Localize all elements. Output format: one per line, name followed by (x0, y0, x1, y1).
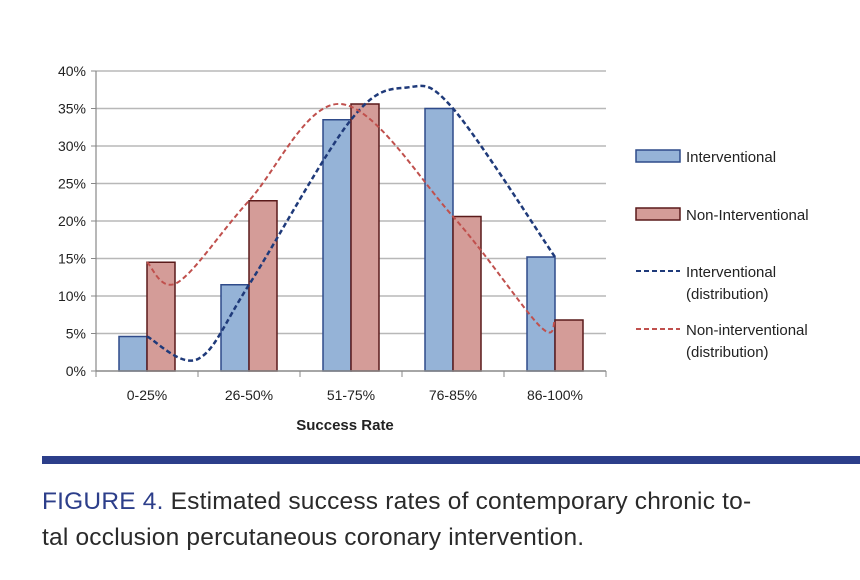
legend-label: (distribution) (686, 344, 769, 361)
bar-non-interventional (146, 261, 176, 372)
x-axis-label: Success Rate (296, 417, 394, 434)
y-tick-label: 35% (58, 101, 86, 117)
y-tick-label: 5% (66, 326, 86, 342)
legend-label: Interventional (686, 264, 776, 281)
figure-label: FIGURE 4. (42, 488, 164, 515)
chart: 0% 5% 10% 15% 20% 25% 30% 35% 40% 0-25% 26-50% 51-7… (58, 63, 809, 434)
bar-interventional (220, 284, 250, 372)
bar-non-interventional (554, 319, 584, 372)
caption-line-2: tal occlusion percutaneous coronary inte… (42, 524, 585, 551)
y-tick-label: 0% (66, 363, 86, 379)
x-tick-label: 76-85% (429, 387, 477, 403)
caption-line-1: Estimated success rates of contemporary … (163, 488, 752, 515)
y-tick-label: 25% (58, 176, 86, 192)
x-tick-label: 86-100% (527, 387, 583, 403)
y-tick-label: 15% (58, 251, 86, 267)
legend-label: Non-interventional (686, 322, 808, 339)
bar-non-interventional (452, 215, 482, 372)
x-tick-label: 0-25% (127, 387, 167, 403)
x-tick-label: 26-50% (225, 387, 273, 403)
bar-non-interventional (248, 200, 278, 372)
y-tick-label: 30% (58, 138, 86, 154)
y-tick-label: 10% (58, 288, 86, 304)
bar-non-interventional (350, 103, 380, 372)
bar-interventional (526, 256, 556, 372)
legend-swatch (635, 149, 681, 163)
y-tick-label: 40% (58, 63, 86, 79)
bar-interventional (118, 335, 148, 372)
figure-caption: FIGURE 4. Estimated success rates of con… (42, 484, 860, 556)
caption-divider (42, 456, 860, 464)
bar-interventional (322, 119, 352, 372)
legend-label: (distribution) (686, 286, 769, 303)
y-tick-label: 20% (58, 213, 86, 229)
interventional-distribution-line (146, 84, 557, 362)
legend-swatch (635, 207, 681, 221)
bar-interventional (424, 107, 454, 372)
x-tick-label: 51-75% (327, 387, 375, 403)
legend-label: Non-Interventional (686, 207, 809, 224)
legend-label: Interventional (686, 149, 776, 166)
